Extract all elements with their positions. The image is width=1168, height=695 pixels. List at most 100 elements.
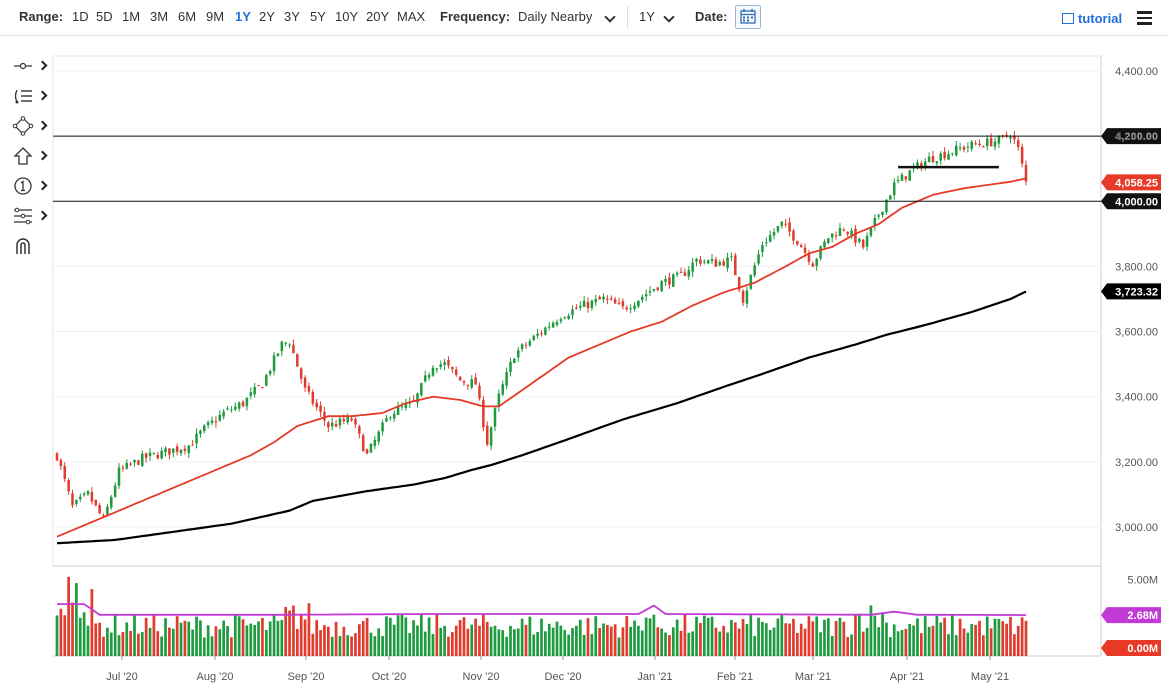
candle-body [892,182,896,196]
fibonacci-tool[interactable] [8,84,48,110]
candle-body [168,448,171,455]
volume-bar [888,637,892,656]
volume-bar [555,621,559,656]
range-1m-button[interactable]: 1M [122,9,141,24]
film-icon[interactable] [1062,13,1074,24]
period-chevron-down-icon[interactable] [663,11,675,23]
volume-bar [513,629,516,656]
volume-bar [330,636,334,656]
volume-bar [292,605,295,656]
range-3y-button[interactable]: 3Y [284,9,300,24]
price-tag-label: 4,058.25 [1115,177,1158,189]
candle-body [323,411,326,421]
candle-body [206,422,210,426]
range-3m-button[interactable]: 3M [150,9,169,24]
volume-bar [780,614,784,656]
range-5y-button[interactable]: 5Y [310,9,326,24]
arrow-tool[interactable] [8,144,48,170]
candle-body [377,431,380,442]
tutorial-link[interactable]: tutorial [1078,11,1123,26]
range-1y-button[interactable]: 1Y [235,9,251,24]
pitchfork-tool[interactable] [8,204,48,230]
candle-body [272,355,276,372]
volume-bar [966,632,970,656]
volume-bar [648,618,652,656]
frequency-select[interactable]: Daily Nearby [518,9,593,24]
volume-bar [807,616,811,656]
volume-bar [226,626,229,656]
candle-body [443,362,446,365]
candle-body [241,401,245,407]
volume-bar [439,627,443,656]
candle-body [117,467,121,486]
range-5d-button[interactable]: 5D [96,9,113,24]
range-20y-button[interactable]: 20Y [366,9,390,24]
shape-tool[interactable] [8,114,48,140]
hamburger-menu-icon[interactable] [1137,11,1152,25]
price-chart[interactable]: 4,200.00 4,000.00 4,058.25 3,723.32 2.68M 0.0… [0,36,1168,695]
candle-body [757,254,760,264]
magnet-tool[interactable] [8,234,48,260]
range-9m-button[interactable]: 9M [206,9,225,24]
volume-bar [218,629,222,656]
candle-body [547,326,551,328]
note-tool[interactable] [8,174,48,200]
x-tick-label: May '21 [971,671,1009,683]
range-max-button[interactable]: MAX [397,9,426,24]
volume-bar [947,634,950,656]
candle-body [567,315,570,319]
volume-bar [516,628,520,656]
volume-bar [183,620,187,656]
frequency-chevron-down-icon[interactable] [604,11,616,23]
volume-bar [230,637,233,656]
candle-body [482,399,485,428]
candle-body [516,350,520,358]
crosshair-line-tool[interactable] [8,54,48,80]
candle-body [299,368,303,379]
candle-body [268,370,272,375]
volume-bar [892,624,896,656]
candle-body [280,341,284,352]
range-10y-button[interactable]: 10Y [335,9,359,24]
volume-bar [865,627,869,656]
candle-body [532,336,536,340]
candle-body [94,499,98,506]
candle-body [125,462,129,469]
volume-bar [1005,623,1008,656]
calendar-button[interactable] [735,5,761,29]
candle-body [761,244,764,253]
candle-body [923,161,927,168]
volume-bar [737,628,741,656]
candle-body [703,261,706,263]
range-6m-button[interactable]: 6M [178,9,197,24]
candle-body [358,426,361,434]
volume-bar [640,630,644,656]
price-tag-label: 3,723.32 [1115,286,1158,298]
candle-body [637,300,640,307]
axes: 4,400.00 4,200.00 3,800.00 3,600.00 3,400.00… [106,66,1158,683]
candle-body [989,138,993,147]
volume-bar [315,620,319,656]
volume-bar [578,619,582,656]
volume-bar [722,625,726,656]
candle-body [540,333,543,335]
candle-body [59,460,63,467]
volume-bar [419,614,423,656]
volume-bar [354,633,357,656]
candle-body [214,421,218,423]
range-2y-button[interactable]: 2Y [259,9,275,24]
volume-tag [1101,640,1161,656]
candle-body [722,261,725,266]
range-1d-button[interactable]: 1D [72,9,89,24]
candle-body [423,375,427,382]
period-select[interactable]: 1Y [639,9,655,24]
volume-tag-label: 2.68M [1127,610,1158,622]
volume-bar [470,624,474,656]
volume-bar [699,623,702,656]
volume-bar [675,619,679,656]
x-tick-label: Oct '20 [372,671,407,683]
volume-bar [462,617,466,656]
volume-bar [187,621,191,656]
volume-bar [567,634,570,656]
volume-bar [288,610,291,656]
